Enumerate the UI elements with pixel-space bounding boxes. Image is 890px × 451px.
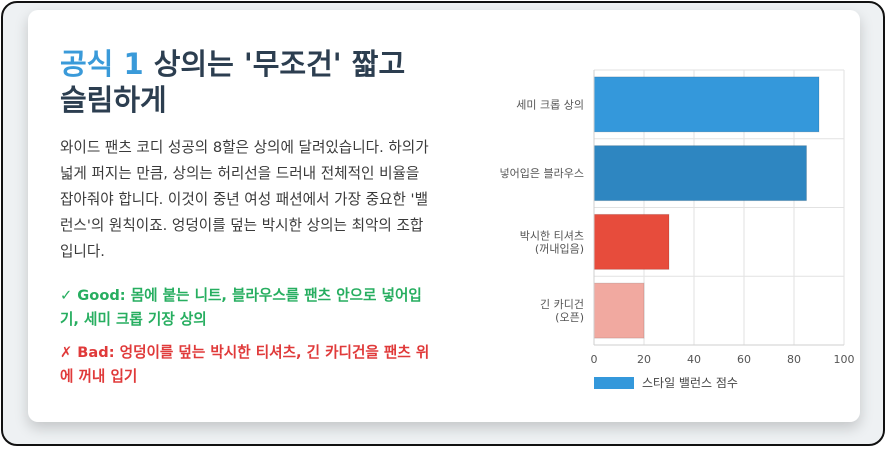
content-card: 공식 1 상의는 '무조건' 짧고 슬림하게 와이드 팬츠 코디 성공의 8할은… <box>28 10 860 422</box>
x-tick-label: 80 <box>787 353 801 366</box>
x-tick-label: 40 <box>687 353 701 366</box>
chart-legend: 스타일 밸런스 점수 <box>594 376 738 390</box>
bar <box>593 282 645 339</box>
legend-swatch <box>594 377 634 389</box>
category-label: (꺼내입음) <box>535 242 584 255</box>
category-label: 넣어입은 블라우스 <box>500 167 584 180</box>
title-main: 상의는 '무조건' 짧고 슬림하게 <box>60 47 406 117</box>
legend-label: 스타일 밸런스 점수 <box>642 376 738 390</box>
category-label: 박시한 티셔츠 <box>520 229 584 242</box>
category-label: 긴 카디건 <box>540 298 584 311</box>
page-title: 공식 1 상의는 '무조건' 짧고 슬림하게 <box>60 46 420 118</box>
x-tick-label: 20 <box>637 353 651 366</box>
category-label: 세미 크롭 상의 <box>516 98 584 111</box>
bar <box>593 76 820 133</box>
x-tick-label: 0 <box>591 353 598 366</box>
category-label: (오픈) <box>555 311 584 324</box>
x-tick-label: 100 <box>834 353 855 366</box>
x-tick-label: 60 <box>737 353 751 366</box>
body-paragraph: 와이드 팬츠 코디 성공의 8할은 상의에 달려있습니다. 하의가 넓게 퍼지는… <box>60 139 429 260</box>
chart-axes <box>593 70 844 346</box>
bar <box>593 145 807 202</box>
chart-bars <box>593 76 820 339</box>
title-accent: 공식 1 <box>60 47 144 81</box>
bad-tip: ✗ Bad: 엉덩이를 덮는 박시한 티셔츠, 긴 카디건을 팬츠 위에 꺼내 … <box>60 344 430 385</box>
bar <box>593 213 670 270</box>
good-tip: ✓ Good: 몸에 붙는 니트, 블라우스를 팬츠 안으로 넣어입기, 세미 … <box>60 287 422 328</box>
